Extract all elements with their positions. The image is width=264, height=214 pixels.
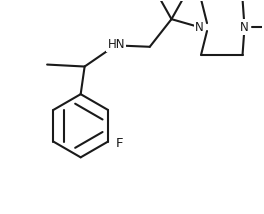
- Text: HN: HN: [107, 38, 125, 51]
- Text: N: N: [240, 21, 249, 34]
- Text: N: N: [195, 21, 204, 34]
- Text: F: F: [116, 137, 124, 150]
